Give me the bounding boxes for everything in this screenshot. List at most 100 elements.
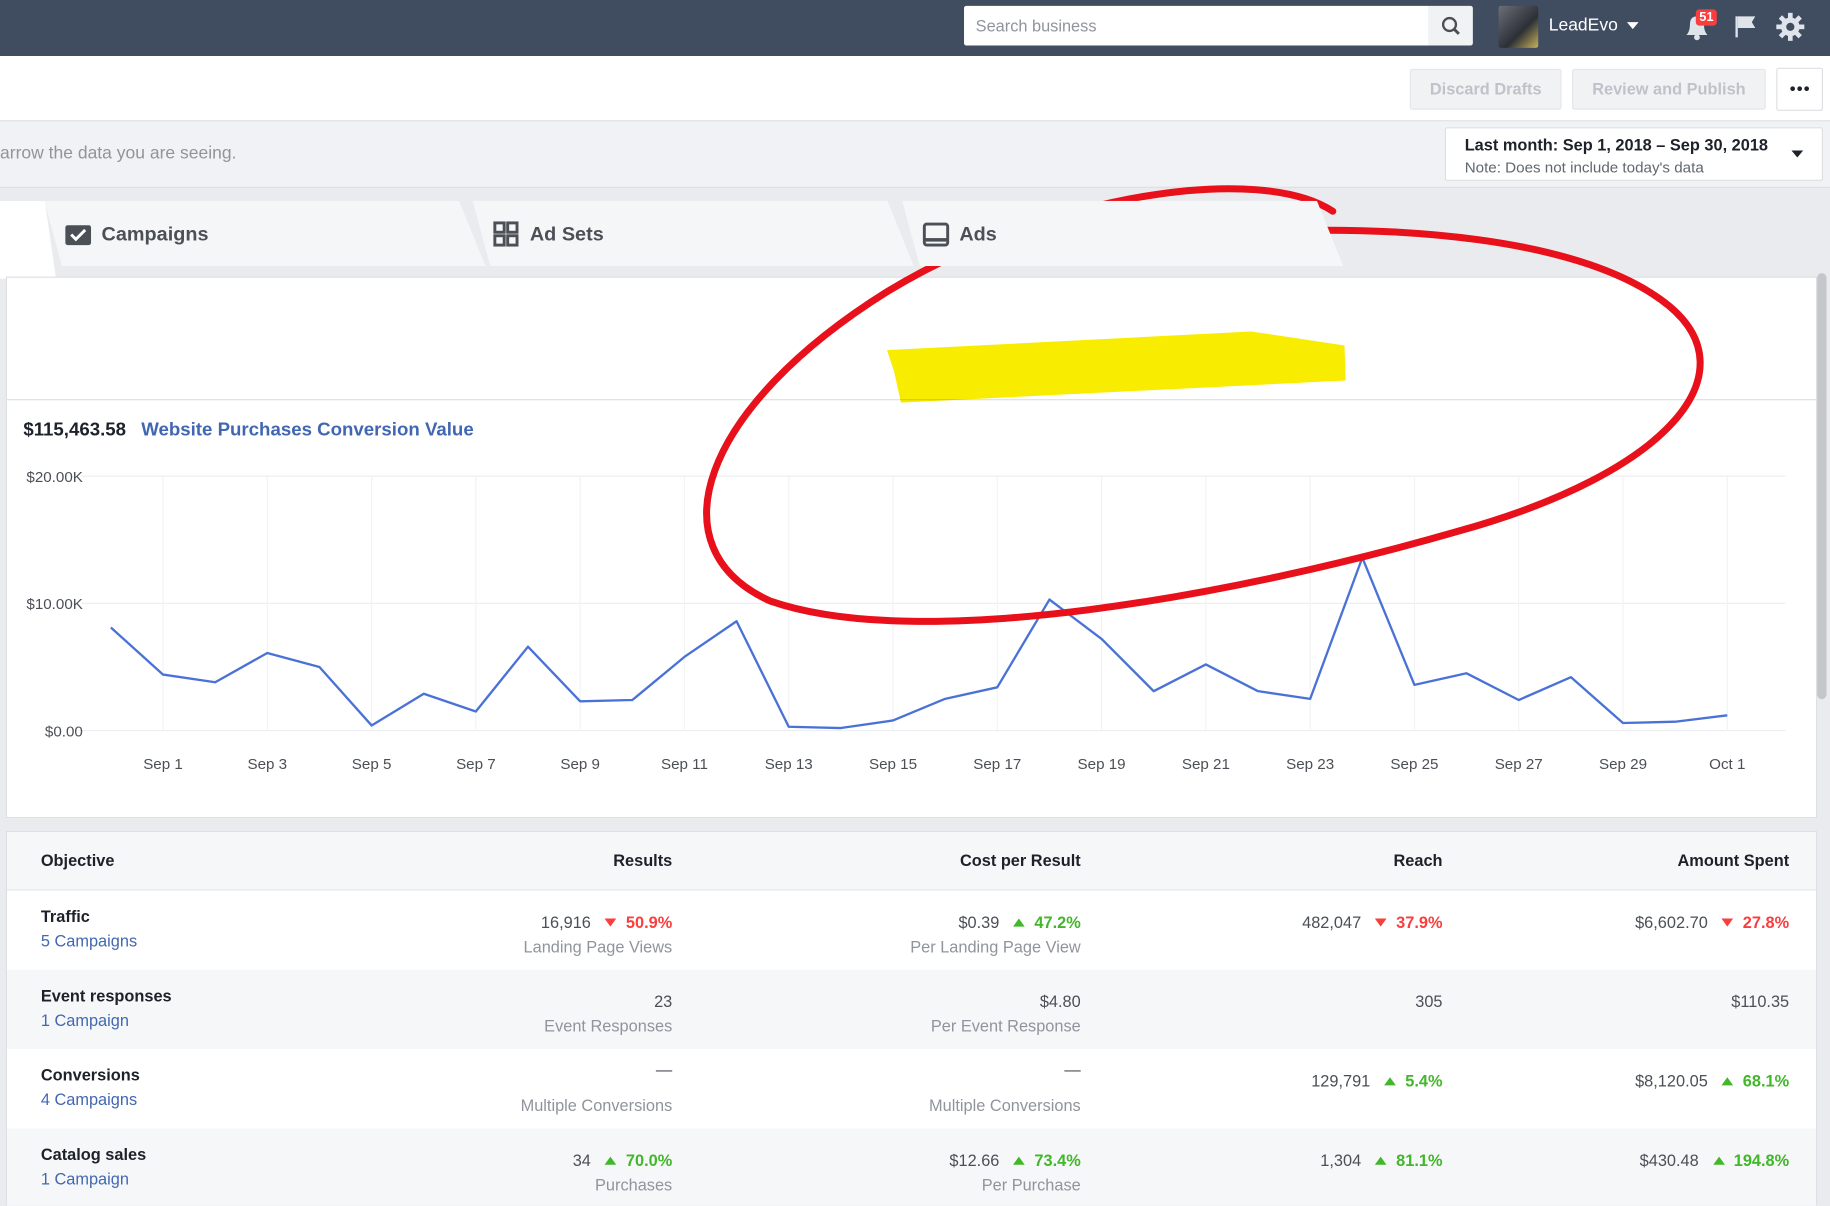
value-change: 81.1% (1396, 1150, 1443, 1170)
search-placeholder: Search business (975, 16, 1097, 36)
value-text: $8,120.05 (1635, 1071, 1708, 1091)
value-change: 73.4% (1034, 1150, 1081, 1170)
objective-table: Objective Results Cost per Result Reach Amou… (5, 830, 1818, 1206)
column-header: Results (613, 850, 673, 870)
table-row: Catalog sales 1 Campaign 34 70.0% Purchases $… (7, 1128, 1816, 1206)
table-row: Event responses 1 Campaign 23 Event Respons… (7, 969, 1816, 1050)
tab[interactable]: Campaigns (44, 200, 486, 267)
value-text: 482,047 (1302, 912, 1362, 932)
campaign-link[interactable]: 5 Campaigns (40, 931, 138, 951)
y-tick-label: $10.00K (26, 596, 82, 613)
tab-label: Ads (959, 222, 997, 246)
value-change: 27.8% (1742, 912, 1790, 932)
date-note: Note: Does not include today's data (1464, 158, 1704, 177)
cell-sub: Multiple Conversions (520, 1095, 673, 1115)
cell-sub: Purchases (595, 1175, 673, 1194)
column-header: Objective (40, 850, 115, 870)
arrow-up (1013, 1156, 1026, 1165)
value-text: 305 (1415, 992, 1443, 1011)
arrow-down (1721, 918, 1734, 927)
more-button[interactable] (1776, 67, 1823, 111)
chart-title: Website Purchases Conversion Value (141, 418, 474, 439)
tab-label: Ad Sets (529, 222, 604, 246)
settings-icon[interactable] (1774, 11, 1807, 44)
y-tick-label: $20.00K (26, 469, 82, 486)
cell-value: 16,916 50.9% (541, 913, 672, 932)
objective-name: Event responses (40, 986, 172, 1005)
campaign-link[interactable]: 4 Campaigns (40, 1090, 138, 1109)
cell-value: 482,047 37.9% (1302, 913, 1442, 932)
value-change: 70.0% (625, 1150, 673, 1170)
search-box[interactable]: Search business (964, 5, 1429, 46)
x-tick-label: Sep 23 (1286, 756, 1334, 773)
cell-value: 129,791 5.4% (1311, 1071, 1442, 1090)
x-tick-label: Sep 21 (1182, 756, 1230, 773)
metrics-panel: Frequency2.272.60%Unique Link Clicks25,6… (5, 276, 1818, 677)
cell-value: 23 (654, 992, 672, 1011)
column-header: Amount Spent (1677, 850, 1790, 870)
arrow-down (1375, 918, 1387, 927)
value-text: 16,916 (540, 912, 591, 932)
x-tick-label: Oct 1 (1709, 756, 1745, 773)
column-header: Reach (1393, 850, 1443, 870)
value-change: 5.4% (1405, 1071, 1443, 1091)
line-series (110, 556, 1728, 730)
cell-sub: Multiple Conversions (929, 1095, 1081, 1115)
avatar[interactable] (1498, 5, 1539, 48)
x-tick-label: Sep 11 (661, 756, 708, 773)
cell-value: $8,120.05 68.1% (1635, 1071, 1789, 1090)
value-text: — (655, 1059, 673, 1079)
scrollbar[interactable] (1817, 273, 1827, 700)
date-caret (1791, 150, 1804, 158)
campaign-link[interactable]: 1 Campaign (40, 1169, 129, 1189)
x-tick-label: Sep 17 (973, 756, 1021, 773)
more-icon (1790, 86, 1809, 92)
value-text: $6,602.70 (1635, 912, 1708, 932)
date-range: Last month: Sep 1, 2018 – Sep 30, 2018 (1464, 135, 1769, 155)
notification-badge: 51 (1695, 9, 1718, 26)
toolbar: Discard Drafts Review and Publish (0, 56, 1830, 122)
objective-name: Catalog sales (40, 1144, 147, 1164)
cell-value: 305 (1415, 992, 1442, 1011)
cell-value: $4.80 (1040, 992, 1081, 1011)
value-change: 68.1% (1742, 1071, 1790, 1091)
discard-drafts-button[interactable]: Discard Drafts (1409, 68, 1562, 110)
objective-name: Conversions (40, 1065, 140, 1085)
arrow-up (1384, 1076, 1396, 1086)
filter-hint: arrow the data you are seeing. (0, 143, 237, 164)
cell-value: 34 70.0% (573, 1151, 673, 1170)
tab[interactable]: Ad Sets (472, 200, 914, 267)
review-publish-button[interactable]: Review and Publish (1572, 68, 1766, 110)
tab-icon (65, 225, 92, 246)
table-row: Traffic 5 Campaigns 16,916 50.9% Landing Pag… (7, 890, 1816, 970)
date-picker[interactable]: Last month: Sep 1, 2018 – Sep 30, 2018 N… (1444, 127, 1823, 181)
chart: $115,463.58 Website Purchases Conversion… (23, 418, 1786, 773)
campaign-link[interactable]: 1 Campaign (40, 1010, 129, 1030)
x-tick-label: Sep 9 (560, 756, 600, 773)
x-tick-label: Sep 25 (1390, 756, 1438, 773)
cell-value: — (1064, 1060, 1080, 1079)
account-caret (1626, 22, 1639, 30)
search-button[interactable] (1428, 5, 1473, 46)
cell-sub: Per Landing Page View (910, 937, 1081, 956)
cell-sub: Per Event Response (930, 1016, 1081, 1036)
arrow-up (1375, 1156, 1387, 1165)
cell-value: $0.39 47.2% (958, 913, 1080, 932)
table-row: Conversions 4 Campaigns — Multiple Conversi… (7, 1049, 1816, 1129)
flag-icon[interactable] (1732, 13, 1760, 41)
value-change: 47.2% (1034, 912, 1081, 932)
value-text: $12.66 (949, 1150, 1000, 1170)
tab[interactable]: Ads (902, 200, 1344, 267)
value-text: — (1064, 1059, 1081, 1079)
filter-bar: arrow the data you are seeing. Last mont… (0, 121, 1830, 188)
cell-value: $430.48 194.8% (1640, 1151, 1789, 1170)
tab-icon (922, 222, 950, 247)
x-tick-label: Sep 1 (143, 756, 183, 773)
column-header: Cost per Result (959, 850, 1081, 870)
x-tick-label: Sep 3 (247, 756, 287, 773)
account-name[interactable]: LeadEvo (1548, 15, 1618, 36)
cell-value: — (656, 1060, 672, 1079)
top-bar: Search business LeadEvo 51 (0, 0, 1830, 57)
